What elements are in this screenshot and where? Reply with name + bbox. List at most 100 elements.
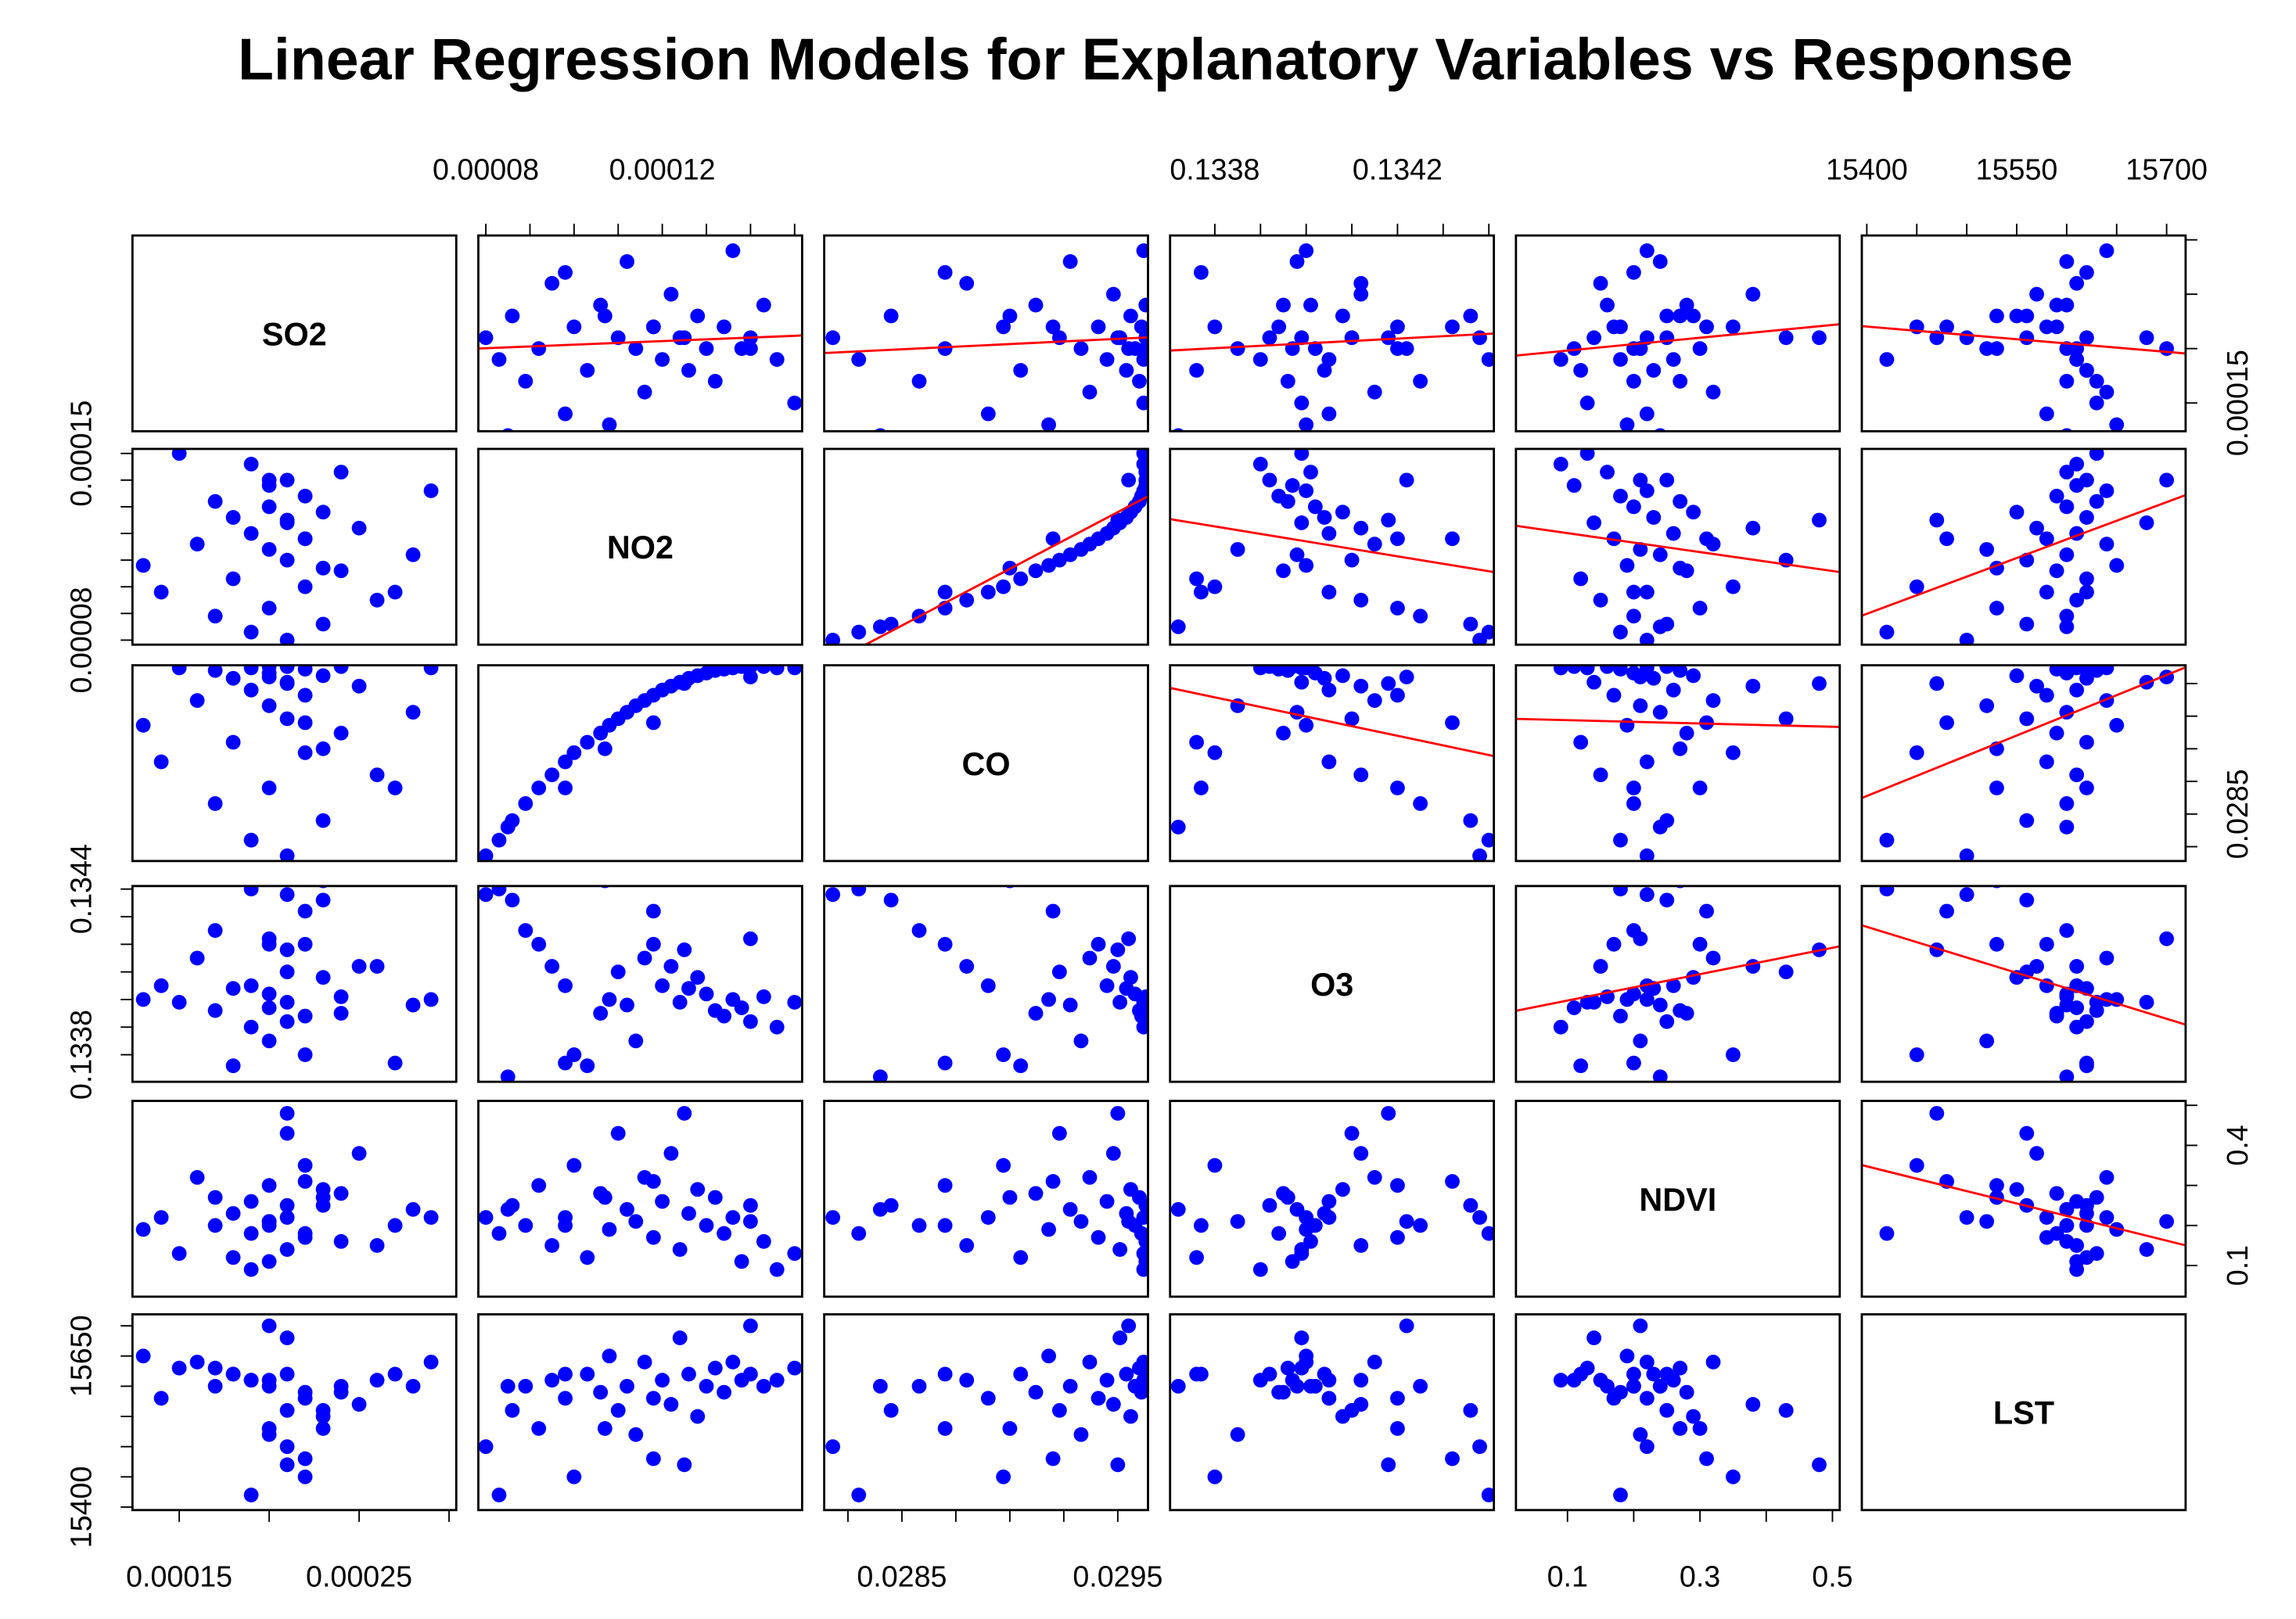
point xyxy=(2039,531,2054,547)
point xyxy=(207,1003,223,1018)
point xyxy=(2029,286,2044,302)
point xyxy=(566,745,582,760)
point xyxy=(558,781,573,795)
x-tick-label: 0.00015 xyxy=(126,1560,232,1593)
point xyxy=(1041,1222,1056,1237)
point xyxy=(544,767,560,783)
point xyxy=(787,665,803,676)
point xyxy=(297,1469,313,1484)
point xyxy=(1472,1210,1487,1226)
point xyxy=(996,1469,1011,1484)
point xyxy=(518,1218,534,1233)
point xyxy=(1110,330,1126,346)
point xyxy=(558,978,573,993)
point xyxy=(1123,308,1138,324)
point xyxy=(1573,1058,1589,1074)
point xyxy=(207,796,223,811)
points xyxy=(825,1318,1148,1502)
point xyxy=(1929,676,1945,691)
y-tick-label: 15650 xyxy=(65,1315,98,1397)
point xyxy=(531,1178,547,1194)
point xyxy=(1367,537,1382,552)
point xyxy=(1463,308,1479,324)
fit-line xyxy=(1861,924,2186,1026)
point xyxy=(1659,665,1675,674)
point xyxy=(1989,601,2004,616)
point xyxy=(1041,417,1056,432)
point xyxy=(1317,363,1332,378)
point xyxy=(1271,319,1287,335)
point xyxy=(261,1178,277,1194)
point xyxy=(243,1226,259,1241)
point xyxy=(1939,715,1954,731)
point xyxy=(996,1158,1011,1173)
point xyxy=(351,1146,367,1161)
point xyxy=(315,616,331,632)
point xyxy=(1626,781,1641,795)
points xyxy=(1861,243,2186,432)
point xyxy=(279,995,295,1010)
points xyxy=(1515,448,1840,645)
point xyxy=(2099,483,2115,498)
point xyxy=(1445,715,1460,731)
point xyxy=(387,1366,403,1382)
point xyxy=(1579,1360,1595,1376)
point xyxy=(1659,472,1675,488)
panel-frame xyxy=(1169,1100,1496,1298)
points xyxy=(1553,1318,1827,1502)
point xyxy=(681,1206,696,1221)
point xyxy=(1553,665,1568,676)
point xyxy=(1679,297,1694,313)
point xyxy=(1062,997,1078,1013)
point xyxy=(1335,504,1350,520)
point xyxy=(1652,1378,1668,1394)
point xyxy=(1626,796,1641,811)
panel xyxy=(1860,885,2187,1083)
point xyxy=(2079,264,2094,280)
point xyxy=(1586,674,1602,690)
point xyxy=(1579,448,1595,461)
panel-frame xyxy=(1169,234,1496,433)
point xyxy=(2089,395,2104,411)
point xyxy=(1633,669,1648,685)
point xyxy=(1028,1186,1044,1201)
point xyxy=(1294,665,1310,676)
point xyxy=(518,923,534,939)
point xyxy=(1335,308,1350,324)
point xyxy=(2109,1222,2125,1237)
point xyxy=(1979,341,1995,357)
point xyxy=(677,942,692,957)
point xyxy=(1639,633,1655,645)
point xyxy=(1639,754,1655,770)
point xyxy=(1399,1214,1414,1230)
point xyxy=(1726,1047,1741,1062)
y-tick-label: 0.00015 xyxy=(65,400,98,507)
point xyxy=(1979,1033,1995,1049)
point xyxy=(189,1355,205,1370)
point xyxy=(1659,892,1675,908)
point xyxy=(1262,330,1277,346)
point xyxy=(491,1226,507,1241)
point xyxy=(1321,1391,1337,1406)
point xyxy=(135,717,151,733)
panel xyxy=(823,1100,1149,1298)
point xyxy=(500,820,516,835)
point xyxy=(580,734,595,750)
point xyxy=(1105,1146,1121,1161)
point xyxy=(1002,1190,1018,1205)
points xyxy=(478,243,803,432)
point xyxy=(2059,989,2075,1004)
point xyxy=(243,624,259,640)
point xyxy=(637,384,652,400)
point xyxy=(566,1158,582,1173)
point xyxy=(2059,254,2075,269)
point xyxy=(672,1330,688,1345)
point xyxy=(1307,341,1323,357)
point xyxy=(279,887,295,903)
point xyxy=(189,693,205,709)
point xyxy=(1280,1190,1295,1205)
x-tick-label: 0.00008 xyxy=(433,153,539,186)
point xyxy=(1413,1378,1428,1394)
point xyxy=(707,374,723,389)
point xyxy=(1252,456,1268,472)
